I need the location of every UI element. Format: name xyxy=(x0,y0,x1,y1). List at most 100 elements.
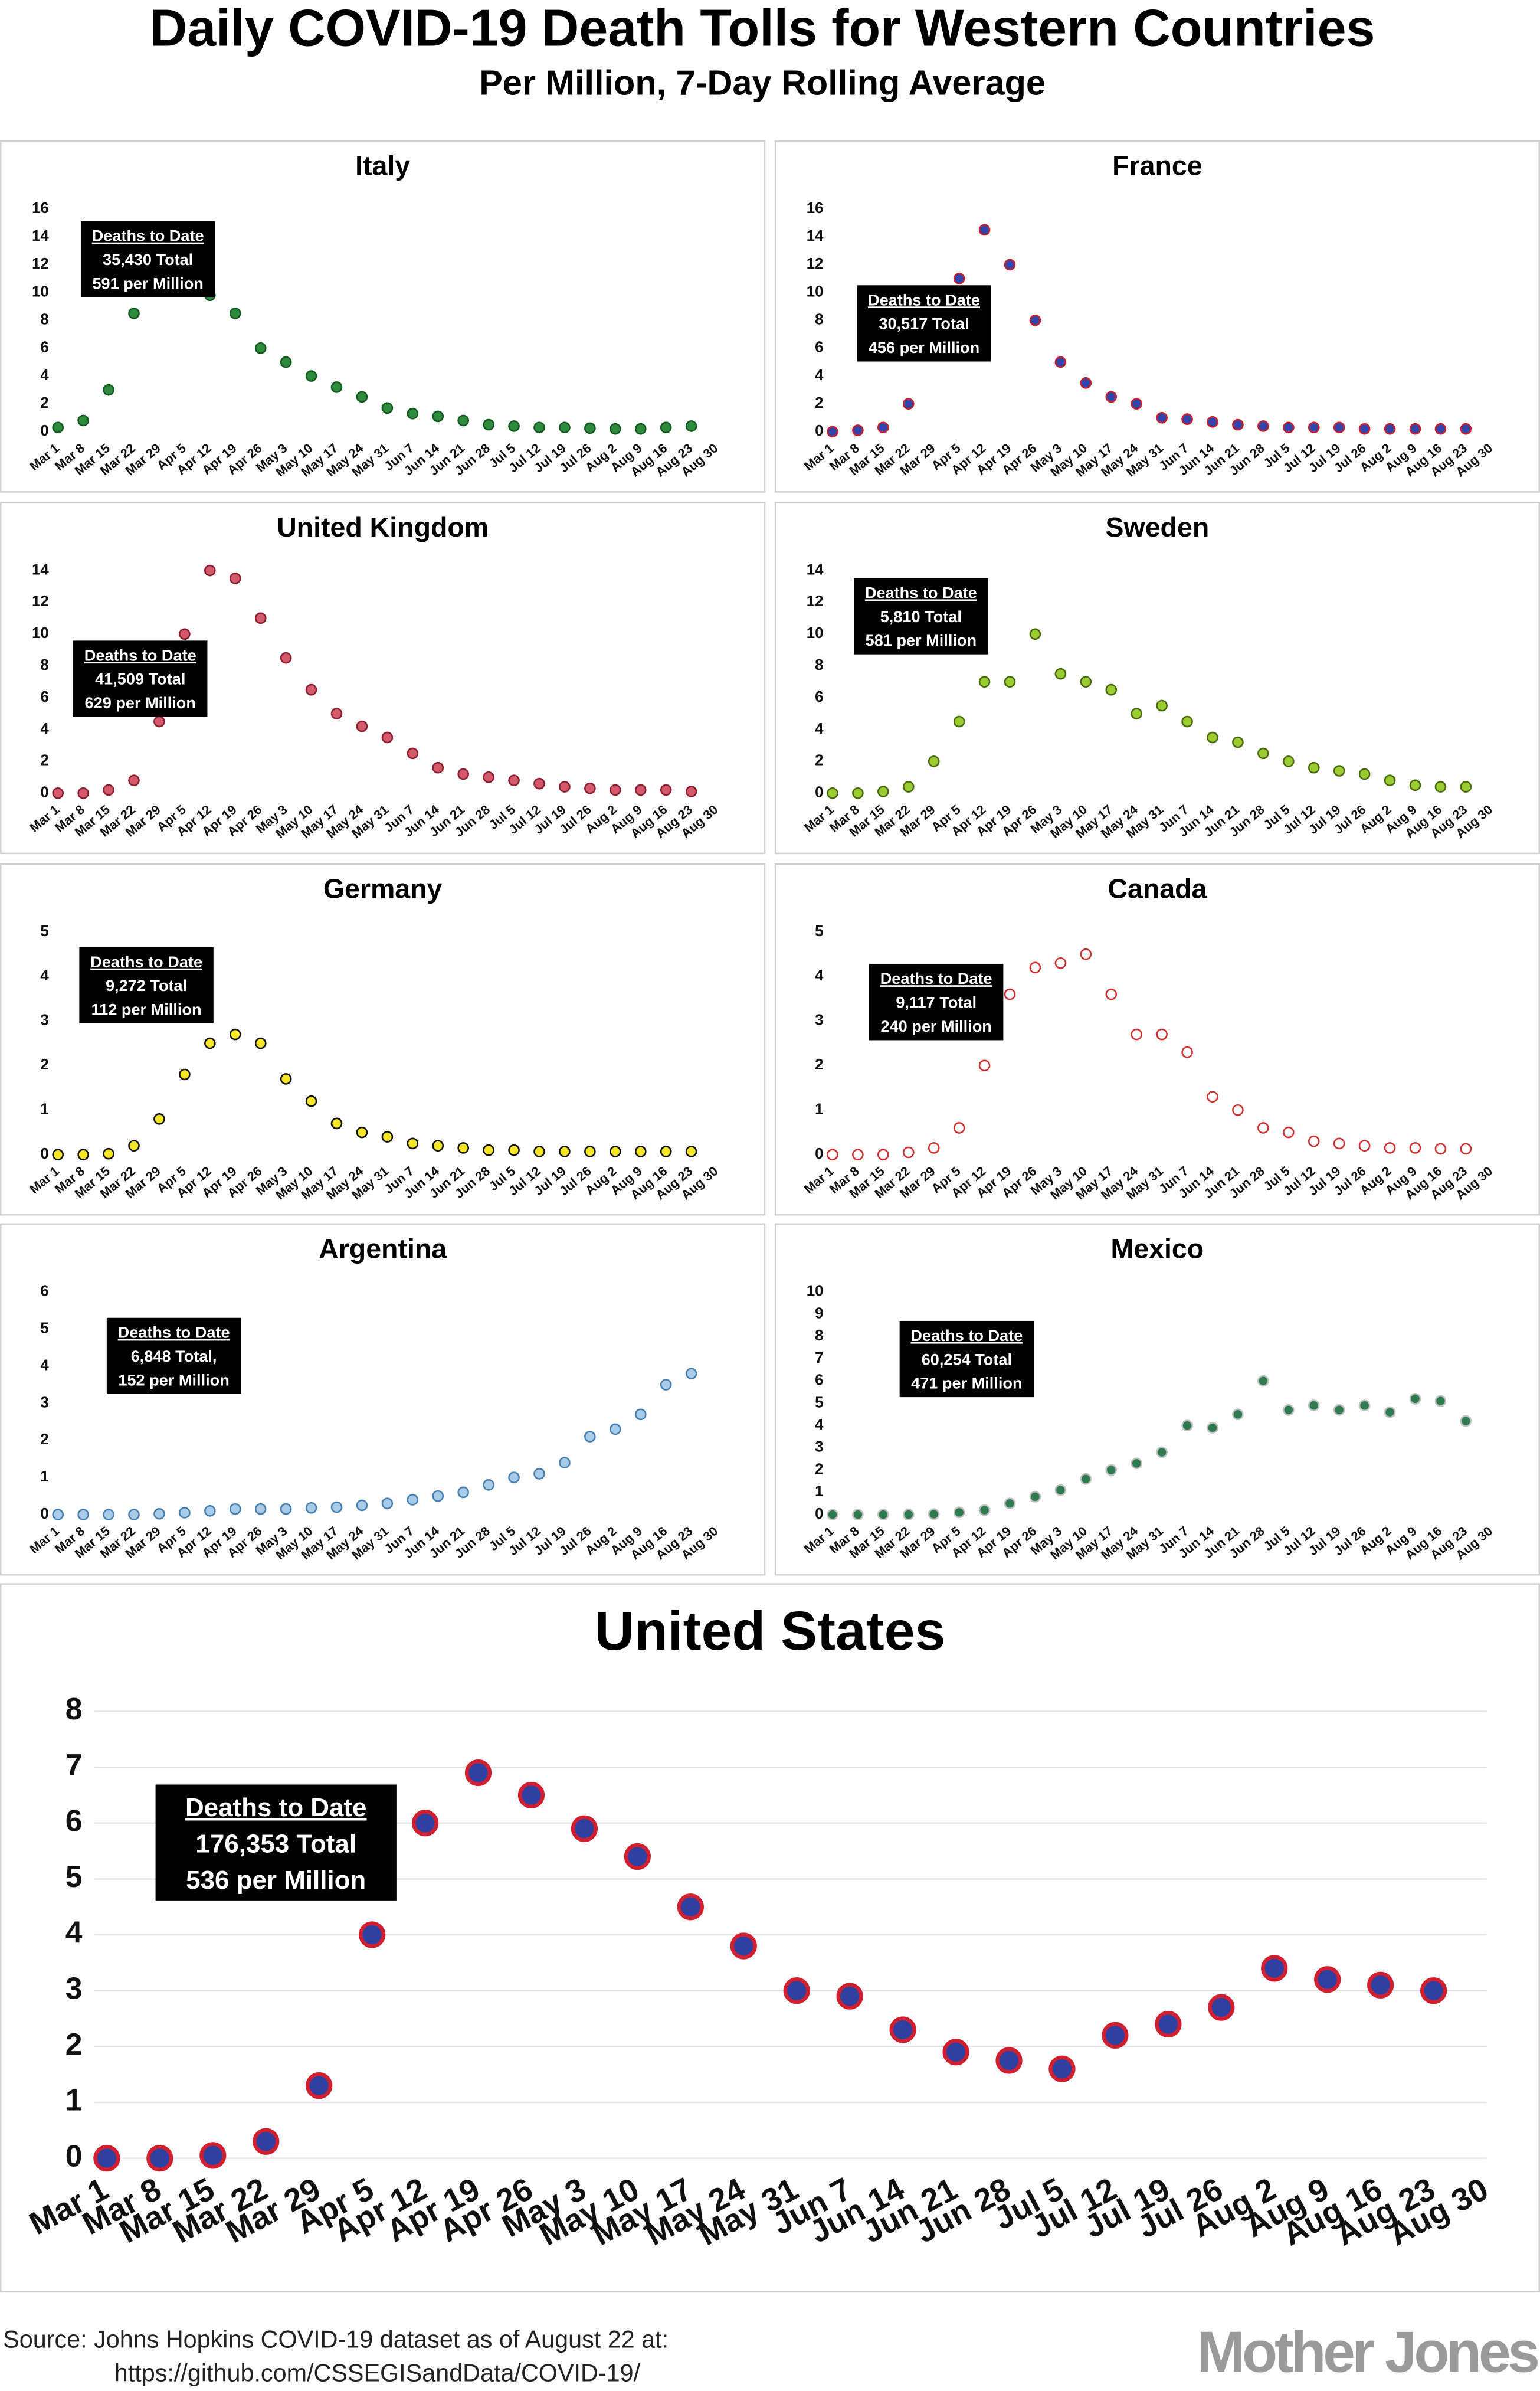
y-tick-label: 4 xyxy=(815,1417,824,1433)
annotation-text: Deaths to Date xyxy=(865,583,977,601)
y-tick-label: 2 xyxy=(40,1057,48,1073)
data-dot xyxy=(254,1037,267,1049)
data-dot xyxy=(889,2016,916,2043)
data-dot xyxy=(483,771,494,783)
annotation-text: 9,272 Total xyxy=(106,976,187,995)
data-dot xyxy=(852,1509,864,1520)
data-dot xyxy=(1004,1497,1016,1510)
y-tick-label: 2 xyxy=(40,1431,48,1448)
data-dot xyxy=(1384,1142,1396,1154)
data-dot xyxy=(305,683,317,696)
data-dot xyxy=(1261,1955,1288,1982)
data-dot xyxy=(1282,421,1295,434)
y-tick-label: 0 xyxy=(815,1146,823,1162)
annotation-text: 629 per Million xyxy=(85,694,196,712)
data-dot xyxy=(836,1983,863,2010)
y-tick-label: 2 xyxy=(815,395,823,411)
data-dot xyxy=(52,421,64,434)
data-dot xyxy=(153,1113,165,1125)
data-dot xyxy=(559,1457,571,1468)
y-tick-label: 5 xyxy=(815,923,823,940)
data-dot xyxy=(584,1431,596,1443)
y-tick-label: 5 xyxy=(40,923,48,940)
data-dot xyxy=(103,384,114,396)
y-tick-label: 0 xyxy=(40,1146,48,1162)
data-dot xyxy=(1004,259,1016,271)
data-dot xyxy=(359,1921,386,1948)
data-dot xyxy=(953,1506,965,1519)
data-dot xyxy=(508,774,520,787)
data-dot xyxy=(1308,1135,1320,1147)
data-dot xyxy=(1207,731,1218,744)
data-dot xyxy=(464,1759,492,1787)
data-dot xyxy=(902,1146,915,1159)
data-dot xyxy=(1131,398,1143,410)
data-dot xyxy=(52,787,64,799)
data-dot xyxy=(381,1497,394,1510)
data-dot xyxy=(77,414,89,427)
data-dot xyxy=(730,1932,757,1960)
data-dot xyxy=(1358,768,1371,780)
chart-title: United States xyxy=(595,1600,945,1661)
data-dot xyxy=(533,777,545,790)
data-dot xyxy=(634,784,647,796)
data-dot xyxy=(902,1509,915,1520)
y-tick-label: 12 xyxy=(32,593,49,610)
data-dot xyxy=(1460,1415,1472,1427)
data-dot xyxy=(204,1037,216,1049)
y-tick-label: 16 xyxy=(32,200,49,217)
annotation-text: 176,353 Total xyxy=(195,1829,356,1858)
data-dot xyxy=(457,768,470,780)
data-dot xyxy=(179,628,191,640)
data-dot xyxy=(254,612,267,624)
data-dot xyxy=(609,1146,621,1157)
data-dot xyxy=(1358,1399,1371,1412)
data-dot xyxy=(1054,1484,1067,1496)
data-dot xyxy=(1282,1126,1295,1139)
data-dot xyxy=(508,1144,520,1156)
data-dot xyxy=(330,708,343,719)
data-dot xyxy=(356,1126,368,1139)
data-dot xyxy=(852,1149,864,1161)
chart-title: United Kingdom xyxy=(277,512,489,542)
annotation-text: 536 per Million xyxy=(186,1866,366,1895)
data-dot xyxy=(685,420,697,432)
y-tick-label: 1 xyxy=(40,1468,48,1485)
data-dot xyxy=(1232,736,1244,748)
data-dot xyxy=(1409,779,1421,791)
data-dot xyxy=(1207,416,1218,428)
data-dot xyxy=(1080,676,1092,688)
data-dot xyxy=(1207,1091,1218,1103)
y-tick-label: 14 xyxy=(807,561,824,578)
y-tick-label: 6 xyxy=(815,1372,823,1389)
y-tick-label: 3 xyxy=(40,1012,48,1029)
data-dot xyxy=(432,761,444,774)
data-dot xyxy=(381,1131,394,1143)
data-dot xyxy=(1080,377,1092,389)
data-dot xyxy=(1409,423,1421,435)
data-dot xyxy=(1358,423,1371,435)
data-dot xyxy=(103,1509,114,1520)
data-dot xyxy=(877,1149,889,1161)
data-dot xyxy=(330,381,343,393)
data-dot xyxy=(1257,747,1269,760)
data-dot xyxy=(1131,1457,1143,1470)
data-dot xyxy=(634,1408,647,1421)
data-dot xyxy=(1131,708,1143,719)
data-dot xyxy=(1054,356,1067,368)
data-dot xyxy=(978,224,991,236)
data-dot xyxy=(483,1479,494,1491)
data-dot xyxy=(356,391,368,403)
data-dot xyxy=(280,356,292,368)
chart-title: France xyxy=(1112,151,1202,181)
data-dot xyxy=(852,787,864,799)
data-dot xyxy=(928,1142,940,1154)
data-dot xyxy=(432,1140,444,1152)
y-tick-label: 12 xyxy=(807,593,824,610)
source-url: https://github.com/CSSEGISandData/COVID-… xyxy=(114,2359,641,2386)
data-dot xyxy=(1156,411,1168,424)
y-tick-label: 14 xyxy=(32,561,49,578)
data-dot xyxy=(1434,781,1447,793)
annotation-text: 112 per Million xyxy=(91,1000,202,1019)
y-tick-label: 1 xyxy=(40,1101,48,1118)
